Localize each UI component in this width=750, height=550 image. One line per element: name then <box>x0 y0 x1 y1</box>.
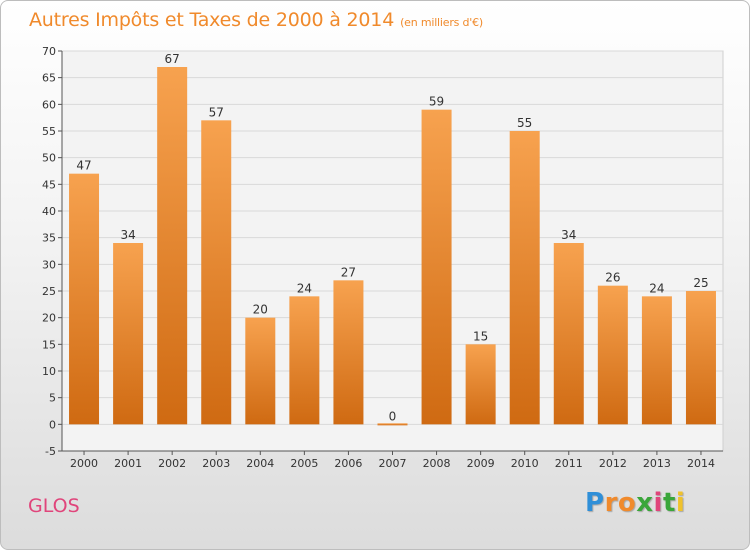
bar-2008 <box>421 109 452 425</box>
bar-2001 <box>113 243 144 425</box>
value-label: 55 <box>517 116 532 130</box>
value-label: 47 <box>76 159 91 173</box>
y-tick-label: 20 <box>42 312 56 325</box>
y-tick-label: 15 <box>42 338 56 351</box>
x-tick-label: 2011 <box>555 457 583 470</box>
logo-letter: i <box>653 488 663 518</box>
y-tick-label: 30 <box>42 258 56 271</box>
chart-title-text: Autres Impôts et Taxes de 2000 à 2014 <box>29 9 395 31</box>
x-tick-label: 2013 <box>643 457 671 470</box>
logo-letter: P <box>585 488 605 518</box>
value-label: 34 <box>561 228 576 242</box>
place-name: GLOS <box>28 495 80 517</box>
bar-2005 <box>289 296 320 425</box>
bar-2003 <box>201 120 232 425</box>
logo-letter: t <box>662 488 676 518</box>
value-label: 27 <box>341 265 356 279</box>
value-label: 0 <box>389 409 397 423</box>
y-tick-label: 5 <box>49 392 56 405</box>
value-label: 67 <box>165 52 180 66</box>
bar-2002 <box>157 67 188 425</box>
y-tick-label: 35 <box>42 232 56 245</box>
y-tick-label: 45 <box>42 178 56 191</box>
y-tick-label: 25 <box>42 285 56 298</box>
chart-title: Autres Impôts et Taxes de 2000 à 2014 (en… <box>29 9 483 31</box>
x-tick-label: 2010 <box>511 457 539 470</box>
x-tick-label: 2003 <box>202 457 230 470</box>
logo-letter: x <box>636 488 654 518</box>
bar-2011 <box>553 243 584 425</box>
bar-2006 <box>333 280 364 425</box>
x-tick-label: 2014 <box>687 457 715 470</box>
y-tick-label: 55 <box>42 125 56 138</box>
x-tick-label: 2012 <box>599 457 627 470</box>
value-label: 57 <box>209 105 224 119</box>
value-label: 26 <box>605 271 620 285</box>
y-tick-label: 70 <box>42 45 56 58</box>
x-tick-label: 2007 <box>379 457 407 470</box>
bar-2004 <box>245 317 276 425</box>
y-tick-label: 60 <box>42 98 56 111</box>
y-tick-label: 10 <box>42 365 56 378</box>
value-label: 25 <box>693 276 708 290</box>
x-tick-label: 2002 <box>158 457 186 470</box>
bar-2007 <box>377 423 408 426</box>
logo-letter: o <box>617 488 637 518</box>
x-tick-label: 2005 <box>290 457 318 470</box>
value-label: 20 <box>253 303 268 317</box>
bar-2010 <box>509 131 540 425</box>
bar-2013 <box>641 296 672 425</box>
bar-2014 <box>685 291 716 425</box>
proxiti-logo: Proxiti <box>585 488 685 518</box>
value-label: 24 <box>297 281 312 295</box>
x-tick-label: 2006 <box>334 457 362 470</box>
logo-letter: i <box>675 488 686 518</box>
x-tick-label: 2000 <box>70 457 98 470</box>
bar-2000 <box>69 173 100 425</box>
x-tick-label: 2008 <box>423 457 451 470</box>
x-tick-label: 2009 <box>467 457 495 470</box>
y-tick-label: 50 <box>42 152 56 165</box>
chart-subtitle: (en milliers d'€) <box>400 16 483 29</box>
value-label: 59 <box>429 95 444 109</box>
bar-2012 <box>597 285 628 425</box>
logo-letter: r <box>604 488 618 518</box>
value-label: 24 <box>649 281 664 295</box>
y-tick-label: 65 <box>42 72 56 85</box>
y-tick-label: -5 <box>45 445 56 458</box>
x-tick-label: 2004 <box>246 457 274 470</box>
x-tick-label: 2001 <box>114 457 142 470</box>
value-label: 34 <box>120 228 135 242</box>
y-tick-label: 40 <box>42 205 56 218</box>
bar-2009 <box>465 344 496 425</box>
y-tick-label: 0 <box>49 418 56 431</box>
value-label: 15 <box>473 329 488 343</box>
